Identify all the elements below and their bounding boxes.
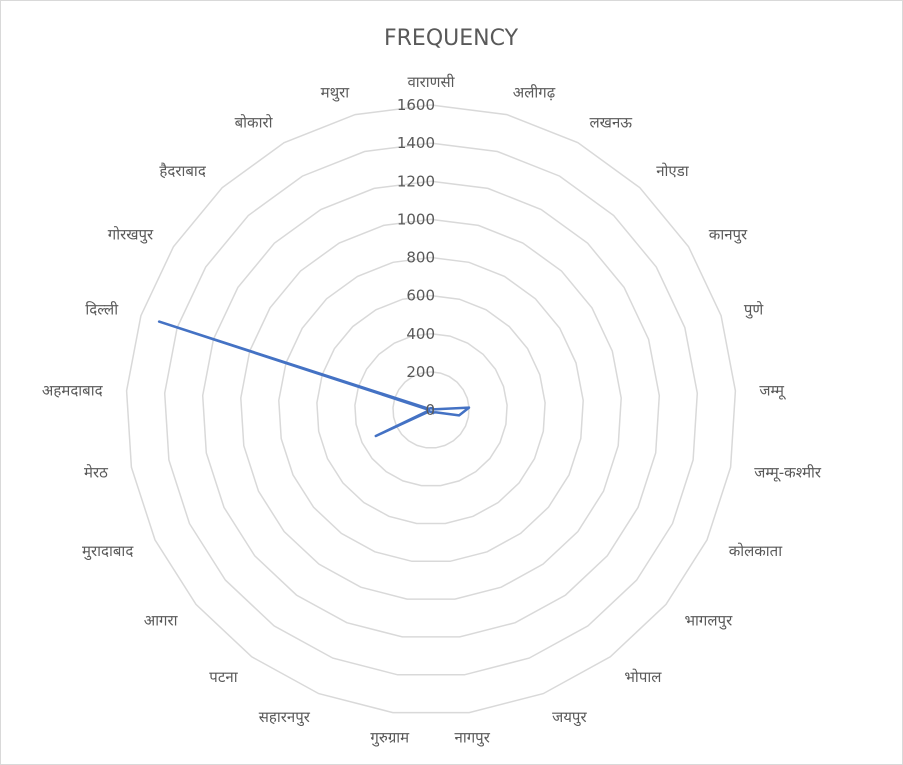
series-frequency-line (157, 320, 471, 438)
category-label-2: लखनऊ (590, 114, 633, 132)
category-label-20: दिल्ली (85, 300, 119, 318)
category-label-7: जम्मू-कश्मीर (754, 464, 822, 483)
category-label-23: बोकारो (235, 114, 274, 132)
tick-label-5: 1000 (397, 210, 435, 228)
grid-ring-8 (125, 104, 737, 714)
grid-layer (125, 104, 737, 714)
category-label-12: नागपुर (455, 728, 491, 747)
category-label-8: कोलकाता (729, 542, 784, 560)
grid-ring-5 (240, 218, 622, 600)
category-label-5: पुणे (744, 300, 765, 319)
tick-label-1: 200 (406, 363, 435, 381)
category-label-22: हैदराबाद (159, 162, 206, 180)
tick-label-4: 800 (406, 249, 435, 267)
grid-ring-2 (354, 333, 508, 487)
grid-ring-3 (316, 294, 546, 525)
category-label-16: आगरा (144, 612, 179, 630)
grid-ring-6 (201, 180, 661, 638)
category-label-6: जम्मू (759, 381, 786, 400)
category-label-11: जयपुर (552, 708, 587, 727)
category-label-9: भागलपुर (685, 612, 734, 631)
category-labels: वाराणसी अलीगढ़ लखनऊ नोएडा कानपुर पुणे जम्मू जम्… (42, 73, 822, 747)
tick-label-0: 0 (425, 401, 435, 419)
category-label-10: भोपाल (624, 668, 662, 686)
grid-ring-1 (392, 371, 470, 449)
tick-label-3: 600 (406, 287, 435, 305)
grid-ring-4 (278, 256, 584, 563)
tick-label-2: 400 (406, 325, 435, 343)
tick-label-6: 1200 (397, 172, 435, 190)
chart-title: FREQUENCY (384, 26, 519, 51)
grid-ring-7 (163, 142, 699, 676)
series-layer (157, 320, 471, 438)
category-label-18: मेरठ (84, 464, 108, 482)
category-label-21: गोरखपुर (108, 226, 154, 245)
tick-label-8: 1600 (397, 96, 435, 114)
tick-layer: 0 200 400 600 800 1000 1200 1400 1600 (397, 96, 435, 419)
category-label-15: पटना (209, 668, 238, 686)
category-label-24: मथुरा (321, 83, 351, 102)
category-label-4: कानपुर (709, 226, 748, 245)
category-label-19: अहमदाबाद (42, 381, 104, 399)
category-label-3: नोएडा (656, 162, 690, 180)
category-label-17: मुरादाबाद (82, 542, 134, 561)
category-label-1: अलीगढ़ (513, 83, 556, 101)
category-label-0: वाराणसी (407, 73, 455, 91)
category-label-14: सहारनपुर (259, 708, 311, 727)
category-label-13: गुरुग्राम (370, 728, 410, 747)
tick-label-7: 1400 (397, 134, 435, 152)
